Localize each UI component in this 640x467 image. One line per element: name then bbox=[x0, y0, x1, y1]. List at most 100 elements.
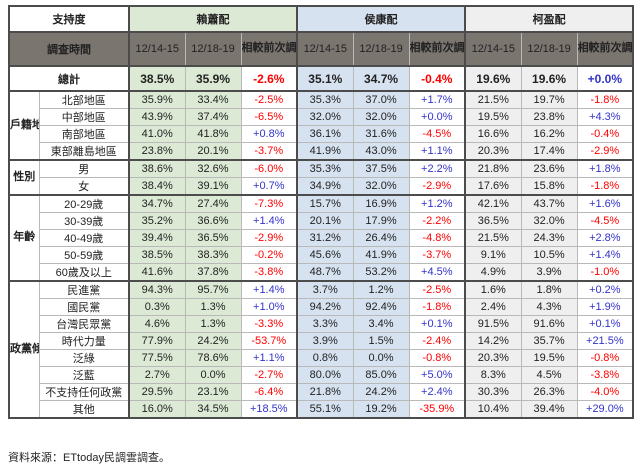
value-cell: 34.7% bbox=[128, 194, 186, 213]
value-cell: 24.2% bbox=[352, 383, 410, 401]
value-cell: 37.4% bbox=[184, 108, 242, 126]
value-cell: 36.6% bbox=[184, 212, 242, 230]
change-cell: +0.0% bbox=[576, 65, 634, 92]
change-cell: -2.5% bbox=[408, 280, 466, 299]
value-cell: 94.2% bbox=[296, 298, 354, 316]
change-cell: -7.3% bbox=[240, 194, 298, 213]
change-cell: -6.0% bbox=[240, 159, 298, 178]
value-cell: 3.7% bbox=[296, 280, 354, 299]
value-cell: 36.5% bbox=[184, 229, 242, 247]
value-cell: 41.9% bbox=[296, 142, 354, 161]
category-cell: 性別 bbox=[8, 159, 40, 196]
change-cell: -2.5% bbox=[240, 90, 298, 109]
value-cell: 20.1% bbox=[184, 142, 242, 161]
change-cell: -1.8% bbox=[408, 298, 466, 316]
value-cell: 16.2% bbox=[520, 125, 578, 143]
value-cell: 95.7% bbox=[184, 280, 242, 299]
category-cell: 年齡 bbox=[8, 194, 40, 282]
value-cell: 35.9% bbox=[184, 65, 242, 92]
change-cell: -1.8% bbox=[576, 177, 634, 196]
value-cell: 37.8% bbox=[184, 263, 242, 282]
category-cell: 政黨傾向 bbox=[8, 280, 40, 419]
date-column-header: 12/14-15 bbox=[296, 31, 354, 67]
value-cell: 80.0% bbox=[296, 366, 354, 384]
change-cell: -0.4% bbox=[576, 125, 634, 143]
value-cell: 19.7% bbox=[520, 90, 578, 109]
value-cell: 32.0% bbox=[520, 212, 578, 230]
change-cell: -2.9% bbox=[240, 229, 298, 247]
value-cell: 24.2% bbox=[184, 332, 242, 350]
value-cell: 26.4% bbox=[352, 229, 410, 247]
value-cell: 38.4% bbox=[128, 177, 186, 196]
value-cell: 21.5% bbox=[464, 90, 522, 109]
header-row-groups: 支持度 賴蕭配 侯康配 柯盈配 bbox=[8, 5, 634, 33]
total-label: 總計 bbox=[8, 65, 130, 92]
value-cell: 14.2% bbox=[464, 332, 522, 350]
value-cell: 32.0% bbox=[352, 108, 410, 126]
value-cell: 55.1% bbox=[296, 400, 354, 419]
change-cell: -0.4% bbox=[408, 65, 466, 92]
value-cell: 94.3% bbox=[128, 280, 186, 299]
change-cell: -1.0% bbox=[576, 263, 634, 282]
change-cell: -3.7% bbox=[408, 246, 466, 264]
value-cell: 38.5% bbox=[128, 246, 186, 264]
value-cell: 29.5% bbox=[128, 383, 186, 401]
value-cell: 43.0% bbox=[352, 142, 410, 161]
table-row: 不支持任何政黨 29.5% 23.1% -6.4% 21.8% 24.2% +2.4% 30.… bbox=[9, 383, 634, 401]
row-label: 女 bbox=[38, 177, 130, 196]
change-cell: +1.2% bbox=[408, 194, 466, 213]
value-cell: 0.0% bbox=[184, 366, 242, 384]
change-column-header: 相較前次調查增減 bbox=[576, 31, 634, 67]
value-cell: 35.3% bbox=[296, 159, 354, 178]
row-label: 時代力量 bbox=[38, 332, 130, 350]
value-cell: 92.4% bbox=[352, 298, 410, 316]
value-cell: 19.6% bbox=[520, 65, 578, 92]
change-column-header: 相較前次調查增減 bbox=[240, 31, 298, 67]
value-cell: 38.5% bbox=[128, 65, 186, 92]
change-cell: +1.6% bbox=[576, 194, 634, 213]
table-row: 性別男 38.6% 32.6% -6.0% 35.3% 37.5% +2.2% 21.8% 23… bbox=[8, 159, 634, 196]
value-cell: 36.1% bbox=[296, 125, 354, 143]
value-cell: 19.2% bbox=[352, 400, 410, 419]
table-row: 泛藍 2.7% 0.0% -2.7% 80.0% 85.0% +5.0% 8.3% 4.5% -3… bbox=[9, 366, 634, 384]
value-cell: 8.3% bbox=[464, 366, 522, 384]
value-cell: 37.0% bbox=[352, 90, 410, 109]
change-cell: -4.5% bbox=[576, 212, 634, 230]
change-cell: -3.7% bbox=[240, 142, 298, 161]
value-cell: 85.0% bbox=[352, 366, 410, 384]
value-cell: 34.9% bbox=[296, 177, 354, 196]
value-cell: 77.9% bbox=[128, 332, 186, 350]
change-cell: +2.4% bbox=[408, 383, 466, 401]
date-column-header: 12/18-19 bbox=[520, 31, 578, 67]
date-column-header: 12/18-19 bbox=[184, 31, 242, 67]
row-label: 男 bbox=[38, 159, 130, 178]
row-label: 泛藍 bbox=[38, 366, 130, 384]
value-cell: 23.6% bbox=[520, 159, 578, 178]
change-cell: +0.1% bbox=[408, 315, 466, 333]
value-cell: 38.3% bbox=[184, 246, 242, 264]
change-cell: +1.8% bbox=[576, 159, 634, 178]
change-cell: +18.5% bbox=[240, 400, 298, 419]
value-cell: 42.1% bbox=[464, 194, 522, 213]
value-cell: 35.9% bbox=[128, 90, 186, 109]
value-cell: 17.6% bbox=[464, 177, 522, 196]
value-cell: 23.8% bbox=[520, 108, 578, 126]
value-cell: 3.9% bbox=[296, 332, 354, 350]
row-label: 北部地區 bbox=[38, 90, 130, 109]
row-label: 中部地區 bbox=[38, 108, 130, 126]
value-cell: 34.5% bbox=[184, 400, 242, 419]
value-cell: 20.3% bbox=[464, 349, 522, 367]
value-cell: 41.9% bbox=[352, 246, 410, 264]
change-cell: +1.0% bbox=[240, 298, 298, 316]
row-label: 60歲及以上 bbox=[38, 263, 130, 282]
value-cell: 20.1% bbox=[296, 212, 354, 230]
table-row: 東部離島地區 23.8% 20.1% -3.7% 41.9% 43.0% +1.1% 20.3… bbox=[9, 142, 634, 161]
row-label: 民進黨 bbox=[38, 280, 130, 299]
change-cell: +1.4% bbox=[576, 246, 634, 264]
value-cell: 35.2% bbox=[128, 212, 186, 230]
value-cell: 1.5% bbox=[352, 332, 410, 350]
value-cell: 39.4% bbox=[520, 400, 578, 419]
change-cell: -2.9% bbox=[408, 177, 466, 196]
value-cell: 0.3% bbox=[128, 298, 186, 316]
